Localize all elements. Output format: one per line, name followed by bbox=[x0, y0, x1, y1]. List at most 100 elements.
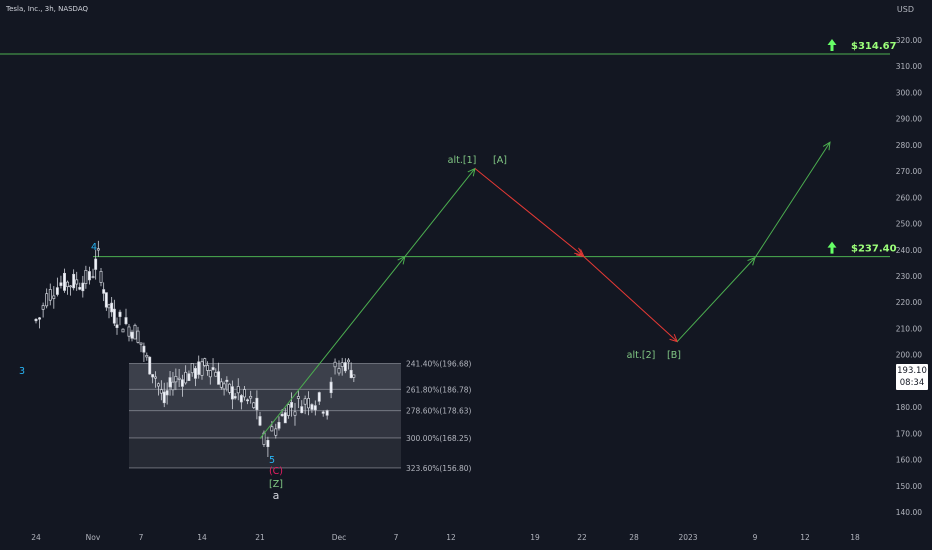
level-price-label: $314.67 bbox=[851, 41, 897, 52]
wave-label: a bbox=[273, 489, 280, 502]
candle-body bbox=[233, 396, 237, 399]
fib-level-label: 323.60%(156.80) bbox=[406, 464, 472, 473]
y-tick-label: 250.00 bbox=[896, 220, 922, 229]
y-tick-label: 290.00 bbox=[896, 115, 922, 124]
candle-body bbox=[34, 318, 38, 322]
candle-body bbox=[168, 377, 172, 388]
y-tick-label: 280.00 bbox=[896, 141, 922, 150]
candle-body bbox=[277, 422, 281, 429]
candle-body bbox=[194, 368, 197, 379]
x-tick-label: 21 bbox=[255, 533, 265, 542]
candle-body bbox=[300, 406, 304, 414]
bar-countdown: 08:34 bbox=[899, 378, 925, 388]
candle-body bbox=[124, 317, 128, 325]
candle-body bbox=[283, 412, 287, 424]
candle-body bbox=[307, 398, 310, 409]
fib-zone-band bbox=[129, 389, 401, 411]
last-price: 193.10 bbox=[897, 366, 927, 376]
candle-body bbox=[110, 302, 114, 313]
candle-body bbox=[148, 356, 152, 375]
candle-body bbox=[219, 381, 223, 388]
y-tick-label: 260.00 bbox=[896, 193, 922, 202]
candle-body bbox=[104, 292, 108, 308]
fib-level-label: 261.80%(186.78) bbox=[406, 385, 472, 394]
candle-body bbox=[99, 271, 103, 283]
candle-body bbox=[63, 272, 66, 291]
candle-body bbox=[112, 308, 116, 324]
projection-arrowhead bbox=[397, 255, 406, 265]
candle-body bbox=[59, 282, 63, 286]
x-tick-label: 22 bbox=[577, 533, 587, 542]
candle-body bbox=[139, 342, 143, 345]
candle-body bbox=[187, 373, 191, 381]
y-tick-label: 200.00 bbox=[896, 351, 922, 360]
candle-body bbox=[249, 395, 253, 399]
x-tick-label: 2023 bbox=[678, 533, 697, 542]
wave-label: 3 bbox=[19, 366, 25, 377]
symbol-title: Tesla, Inc., 3h, NASDAQ bbox=[6, 5, 89, 13]
candle-body bbox=[142, 345, 146, 353]
candle-body bbox=[154, 376, 157, 379]
candle-body bbox=[208, 370, 212, 378]
y-tick-label: 270.00 bbox=[896, 167, 922, 176]
y-tick-label: 320.00 bbox=[896, 36, 922, 45]
candle-body bbox=[274, 428, 278, 436]
candle-body bbox=[206, 365, 209, 371]
y-tick-label: 150.00 bbox=[896, 482, 922, 491]
candle-body bbox=[252, 402, 256, 408]
candle-body bbox=[75, 279, 79, 285]
candle-body bbox=[136, 330, 140, 343]
candle-body bbox=[200, 361, 204, 376]
wave-label: [B] bbox=[667, 350, 681, 361]
projection-segment bbox=[581, 254, 678, 342]
candle-body bbox=[293, 411, 297, 416]
x-tick-label: Dec bbox=[332, 533, 347, 542]
candle-body bbox=[246, 399, 250, 402]
x-tick-label: 7 bbox=[139, 533, 144, 542]
y-tick-label: 210.00 bbox=[896, 324, 922, 333]
candle-body bbox=[41, 305, 45, 310]
x-tick-label: Nov bbox=[86, 533, 101, 542]
candle-body bbox=[118, 311, 122, 317]
candle-body bbox=[230, 386, 234, 400]
candle-body bbox=[145, 355, 149, 358]
candle-body bbox=[107, 304, 111, 309]
candle-body bbox=[325, 410, 329, 416]
x-tick-label: 9 bbox=[753, 533, 758, 542]
candle-body bbox=[45, 293, 49, 307]
candle-body bbox=[156, 383, 160, 387]
x-tick-label: 18 bbox=[850, 533, 860, 542]
candle-body bbox=[159, 389, 163, 394]
candle-body bbox=[286, 404, 290, 416]
x-tick-label: 19 bbox=[530, 533, 540, 542]
candle-body bbox=[343, 362, 347, 372]
candle-body bbox=[180, 379, 184, 387]
candle-body bbox=[81, 282, 85, 292]
wave-label: 4 bbox=[91, 242, 97, 253]
candle-body bbox=[162, 391, 166, 404]
y-tick-label: 300.00 bbox=[896, 88, 922, 97]
wave-label: [A] bbox=[493, 155, 507, 166]
candle-body bbox=[243, 389, 246, 398]
candle-body bbox=[115, 324, 119, 328]
candle-body bbox=[130, 331, 134, 339]
candle-body bbox=[313, 405, 317, 411]
candle-body bbox=[340, 362, 344, 367]
candle-body bbox=[296, 396, 300, 399]
y-tick-label: 140.00 bbox=[896, 508, 922, 517]
projection-segment bbox=[259, 168, 476, 439]
candle-body bbox=[48, 289, 52, 301]
fib-level-label: 241.40%(196.68) bbox=[406, 359, 472, 368]
candle-body bbox=[337, 368, 341, 374]
wave-label: alt.[1] bbox=[448, 155, 477, 166]
candle-body bbox=[270, 426, 274, 432]
x-tick-label: 24 bbox=[31, 533, 41, 542]
last-price-badge: 193.10 08:34 bbox=[896, 364, 928, 390]
y-tick-label: 310.00 bbox=[896, 62, 922, 71]
candle-body bbox=[321, 411, 325, 414]
wave-label: [Z] bbox=[269, 479, 283, 490]
candle-body bbox=[310, 404, 314, 410]
x-tick-label: 12 bbox=[800, 533, 810, 542]
candle-body bbox=[94, 258, 98, 270]
